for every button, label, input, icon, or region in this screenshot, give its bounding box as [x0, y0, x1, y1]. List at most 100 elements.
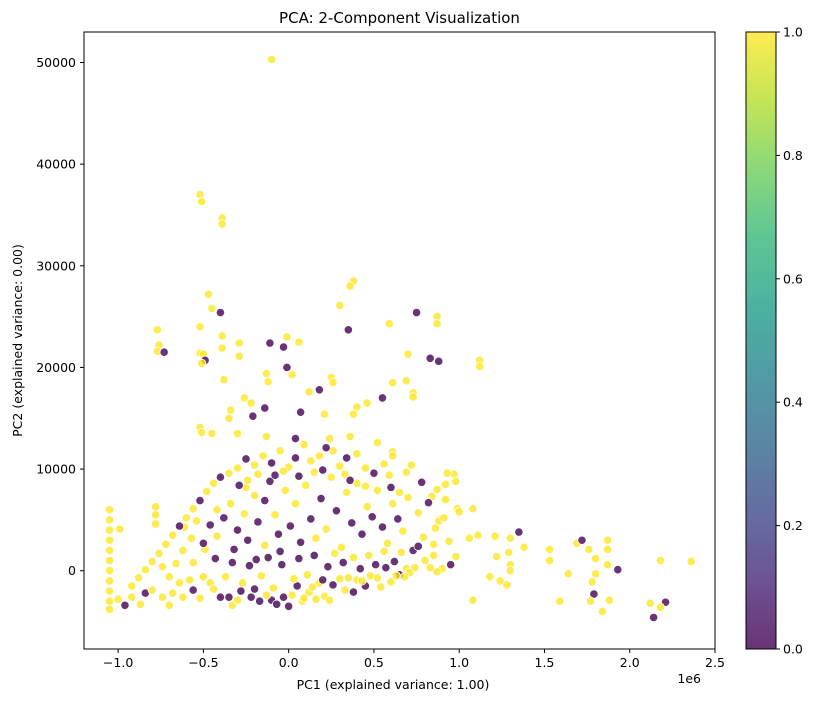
scatter-point [171, 559, 181, 569]
scatter-point [340, 469, 350, 479]
scatter-point [369, 468, 379, 478]
x-axis-offset-label: 1e6 [677, 671, 701, 686]
scatter-point [495, 576, 505, 586]
scatter-point [372, 573, 382, 583]
colorbar-tick-label: 1.0 [783, 25, 803, 40]
scatter-point [272, 599, 282, 609]
scatter-point [602, 544, 613, 554]
y-tick-label: 10000 [36, 462, 76, 477]
colorbar-tick-label: 0.8 [783, 148, 803, 163]
scatter-point [502, 580, 512, 590]
scatter-point [429, 550, 439, 561]
scatter-point [147, 585, 157, 595]
scatter-point [306, 456, 316, 466]
scatter-point [384, 470, 394, 480]
x-axis-ticks: −1.0 −0.5 0.0 0.5 1.0 1.5 2.0 2.5 [103, 649, 725, 670]
scatter-point [362, 502, 372, 512]
scatter-point [432, 319, 442, 329]
scatter-point [584, 544, 594, 554]
scatter-point [355, 564, 365, 574]
scatter-point [420, 555, 430, 566]
scatter-point [401, 376, 411, 386]
scatter-point [384, 319, 394, 329]
scatter-point [485, 572, 495, 582]
scatter-point [217, 219, 227, 229]
scatter-point [311, 533, 321, 543]
scatter-point [323, 562, 333, 572]
x-tick-label: 0.0 [279, 655, 299, 670]
scatter-point [263, 552, 273, 563]
x-tick-label: 0.5 [364, 655, 384, 670]
scatter-point [147, 556, 157, 567]
scatter-point [432, 567, 442, 577]
scatter-point [278, 592, 289, 602]
scatter-point [241, 454, 251, 464]
scatter-point [227, 557, 237, 568]
scatter-point [326, 472, 336, 482]
scatter-point [451, 551, 461, 562]
scatter-point [278, 466, 289, 476]
y-tick-label: 20000 [36, 360, 76, 375]
scatter-point [197, 427, 207, 438]
scatter-point [229, 544, 239, 554]
scatter-point [577, 535, 587, 545]
scatter-point [258, 451, 268, 461]
scatter-point [212, 505, 222, 515]
scatter-point [602, 535, 613, 545]
scatter-point [393, 514, 403, 524]
scatter-point [157, 592, 168, 602]
scatter-point [492, 551, 502, 562]
scatter-point [418, 532, 428, 542]
scatter-point [290, 433, 301, 444]
scatter-point [345, 475, 355, 485]
scatter-point [340, 585, 350, 595]
scatter-point [215, 472, 226, 482]
scatter-point [161, 539, 171, 549]
scatter-point [215, 592, 226, 602]
scatter-point [425, 353, 435, 363]
colorbar: 0.0 0.2 0.4 0.6 0.8 1.0 [745, 25, 803, 657]
scatter-point [294, 471, 304, 481]
scatter-point [285, 521, 295, 531]
scatter-point [290, 453, 301, 463]
scatter-point [423, 498, 434, 508]
scatter-point [266, 54, 277, 65]
chart-title: PCA: 2-Component Visualization [279, 9, 520, 27]
scatter-point [434, 356, 444, 366]
scatter-point [195, 322, 205, 332]
scatter-point [224, 592, 234, 602]
scatter-point [299, 593, 309, 603]
scatter-point [249, 584, 260, 594]
scatter-point [314, 451, 324, 461]
scatter-point [197, 358, 207, 368]
scatter-point [324, 433, 335, 444]
scatter-point [396, 547, 406, 558]
scatter-point [140, 565, 150, 575]
scatter-point [294, 553, 304, 564]
scatter-point [597, 606, 608, 616]
scatter-point [104, 566, 115, 576]
scatter-point [345, 431, 355, 442]
scatter-point [475, 361, 485, 372]
scatter-point [439, 513, 449, 523]
scatter-point [127, 592, 137, 602]
scatter-point [432, 484, 442, 495]
scatter-point [335, 461, 345, 471]
scatter-point [394, 487, 405, 498]
scatter-point [243, 475, 253, 485]
scatter-point [239, 393, 249, 403]
scatter-point [226, 499, 236, 509]
scatter-point [178, 545, 188, 556]
scatter-point [318, 465, 328, 475]
scatter-point [364, 550, 374, 561]
scatter-point [215, 307, 226, 318]
y-tick-label: 50000 [36, 55, 76, 70]
scatter-point [255, 596, 265, 606]
scatter-point [440, 479, 451, 489]
scatter-point [260, 403, 270, 413]
scatter-point [104, 545, 115, 556]
scatter-point [273, 529, 284, 539]
scatter-point [400, 572, 410, 582]
scatter-point [451, 476, 461, 486]
scatter-point [555, 596, 565, 606]
